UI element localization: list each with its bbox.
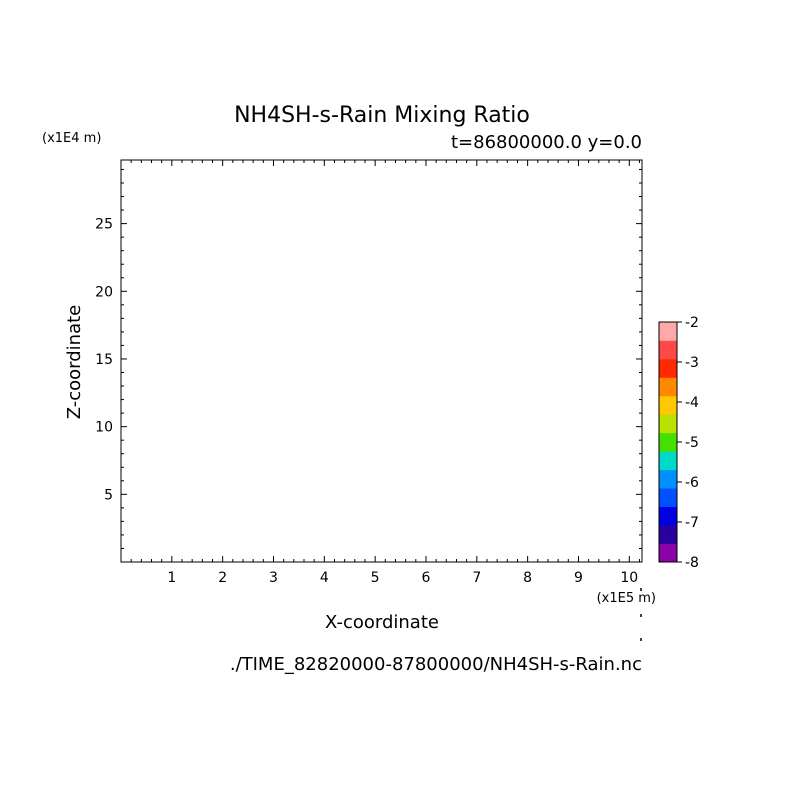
x-tick-label: 6 bbox=[422, 570, 431, 586]
plot-frame bbox=[120, 159, 643, 563]
y-tick-label: 10 bbox=[95, 420, 113, 436]
axis-ticks bbox=[121, 160, 642, 562]
colorbar-swatch bbox=[659, 322, 677, 341]
x-tick-label: 1 bbox=[167, 570, 176, 586]
file-path-label: ./TIME_82820000-87800000/NH4SH-s-Rain.nc bbox=[230, 654, 642, 675]
y-tick-labels: 5 10 15 20 25 bbox=[95, 217, 113, 504]
colorbar-swatch bbox=[659, 469, 677, 489]
x-unit-label: (x1E5 m) bbox=[597, 591, 656, 606]
colorbar-swatch bbox=[659, 414, 677, 434]
x-tick-label: 9 bbox=[574, 570, 583, 586]
colorbar: -2 -3 -4 -5 -6 -7 -8 bbox=[658, 315, 699, 571]
colorbar-tick-label: -7 bbox=[685, 515, 699, 531]
colorbar-swatch bbox=[659, 432, 677, 452]
colorbar-tick-label: -5 bbox=[685, 435, 699, 451]
x-tick-label: 2 bbox=[218, 570, 227, 586]
colorbar-swatch bbox=[659, 358, 677, 378]
plot-area: 1 2 3 4 5 6 7 8 9 10 5 10 15 20 25 bbox=[95, 159, 643, 586]
y-unit-label: (x1E4 m) bbox=[42, 131, 101, 146]
colorbar-swatch bbox=[659, 543, 677, 563]
colorbar-swatch bbox=[659, 506, 677, 526]
colorbar-swatch bbox=[659, 525, 677, 544]
y-tick-label: 20 bbox=[95, 284, 113, 300]
x-tick-label: 10 bbox=[620, 570, 638, 586]
x-axis-label: X-coordinate bbox=[325, 612, 439, 633]
colorbar-tick-label: -3 bbox=[685, 355, 699, 371]
x-tick-labels: 1 2 3 4 5 6 7 8 9 10 bbox=[167, 570, 638, 586]
x-tick-label: 5 bbox=[371, 570, 380, 586]
colorbar-swatches bbox=[659, 322, 677, 563]
colorbar-swatch bbox=[659, 340, 677, 360]
x-tick-label: 3 bbox=[269, 570, 278, 586]
x-tick-label: 8 bbox=[523, 570, 532, 586]
colorbar-swatch bbox=[659, 377, 677, 397]
chart-subtitle: t=86800000.0 y=0.0 bbox=[451, 132, 642, 153]
colorbar-tick-label: -4 bbox=[685, 395, 699, 411]
x-tick-label: 7 bbox=[472, 570, 481, 586]
colorbar-ticks: -2 -3 -4 -5 -6 -7 -8 bbox=[677, 315, 699, 571]
colorbar-tick-label: -6 bbox=[685, 475, 699, 491]
y-tick-label: 25 bbox=[95, 217, 113, 233]
y-axis-label: Z-coordinate bbox=[64, 305, 85, 420]
y-tick-label: 5 bbox=[104, 487, 113, 503]
colorbar-swatch bbox=[659, 451, 677, 471]
colorbar-tick-label: -8 bbox=[685, 555, 699, 571]
y-tick-label: 15 bbox=[95, 352, 113, 368]
colorbar-swatch bbox=[659, 395, 677, 415]
chart-title: NH4SH-s-Rain Mixing Ratio bbox=[234, 103, 530, 128]
colorbar-swatch bbox=[659, 488, 677, 508]
colorbar-tick-label: -2 bbox=[685, 315, 699, 331]
x-tick-label: 4 bbox=[320, 570, 329, 586]
